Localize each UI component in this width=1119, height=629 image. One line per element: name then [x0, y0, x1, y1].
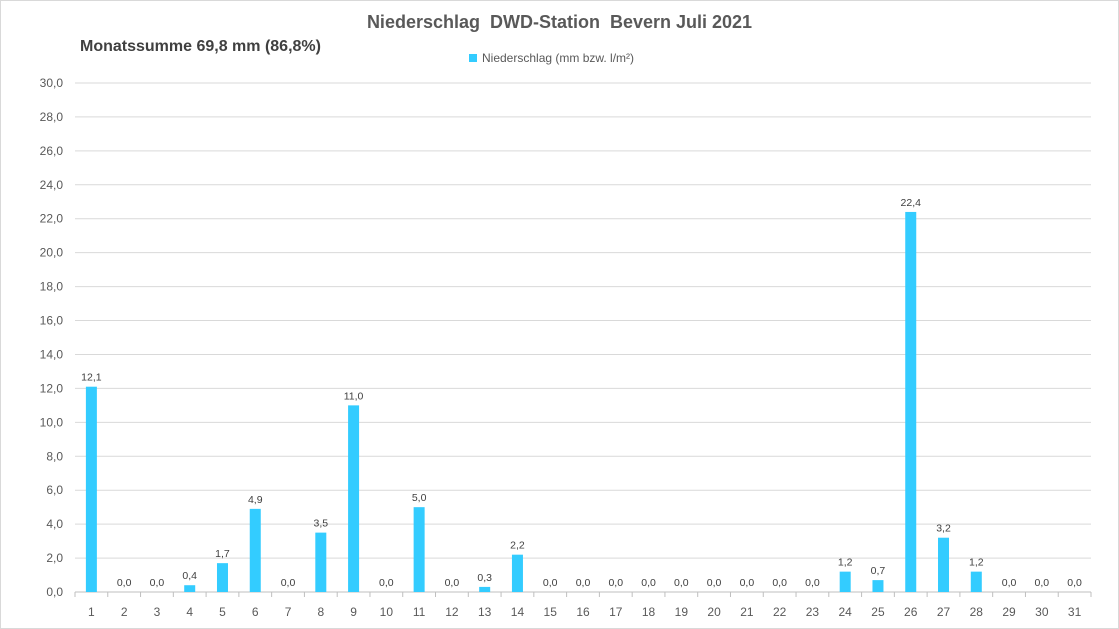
- data-label: 0,0: [805, 577, 820, 589]
- bar: [511, 554, 523, 592]
- data-label: 0,0: [543, 577, 558, 589]
- x-tick-label: 29: [1002, 605, 1016, 619]
- data-label: 11,0: [344, 390, 364, 402]
- x-tick-label: 11: [413, 605, 426, 619]
- bar: [905, 211, 917, 593]
- x-tick-label: 18: [642, 605, 656, 619]
- bar: [315, 532, 327, 592]
- bar: [85, 386, 97, 592]
- data-label: 0,0: [1002, 577, 1017, 589]
- x-tick-label: 22: [773, 605, 787, 619]
- bar: [216, 563, 228, 592]
- x-tick-label: 1: [88, 605, 95, 619]
- x-tick-label: 7: [285, 605, 292, 619]
- data-label: 4,9: [248, 494, 263, 506]
- bar: [479, 586, 491, 592]
- y-tick-label: 18,0: [40, 280, 64, 294]
- y-tick-label: 26,0: [40, 144, 64, 158]
- y-tick-label: 6,0: [46, 483, 63, 497]
- data-label: 22,4: [901, 197, 922, 209]
- chart-title: Niederschlag DWD-Station Bevern Juli 202…: [366, 12, 753, 32]
- x-tick-label: 20: [707, 605, 721, 619]
- data-label: 0,0: [707, 577, 722, 589]
- y-tick-label: 14,0: [40, 347, 64, 361]
- y-tick-label: 28,0: [40, 110, 64, 124]
- data-label: 1,2: [969, 557, 984, 569]
- bar: [249, 508, 261, 592]
- data-label: 0,4: [182, 570, 197, 582]
- x-tick-label: 16: [576, 605, 590, 619]
- x-tick-label: 10: [380, 605, 394, 619]
- y-tick-label: 24,0: [40, 178, 64, 192]
- x-tick-label: 23: [806, 605, 820, 619]
- legend-label: Niederschlag (mm bzw. l/m²): [482, 51, 635, 65]
- x-tick-label: 28: [970, 605, 984, 619]
- x-tick-label: 27: [937, 605, 951, 619]
- x-tick-label: 9: [350, 605, 357, 619]
- legend-swatch: [469, 54, 477, 62]
- y-tick-label: 30,0: [40, 76, 64, 90]
- x-tick-label: 2: [121, 605, 128, 619]
- data-label: 1,7: [215, 548, 230, 560]
- data-label: 0,3: [477, 572, 492, 584]
- bar: [938, 537, 950, 592]
- data-label: 0,0: [641, 577, 656, 589]
- data-label: 0,0: [150, 577, 165, 589]
- monthly-sum-label: Monatssumme 69,8 mm (86,8%): [80, 38, 321, 55]
- bar: [872, 580, 884, 592]
- data-label: 1,2: [838, 557, 853, 569]
- data-label: 3,2: [936, 523, 951, 535]
- data-label: 0,0: [379, 577, 394, 589]
- data-label: 2,2: [510, 540, 525, 552]
- x-tick-label: 24: [839, 605, 853, 619]
- x-tick-label: 30: [1035, 605, 1049, 619]
- data-label: 0,0: [674, 577, 689, 589]
- data-label: 0,0: [1067, 577, 1082, 589]
- bar: [970, 571, 982, 592]
- data-label: 0,0: [740, 577, 755, 589]
- x-tick-label: 25: [871, 605, 885, 619]
- x-tick-label: 31: [1068, 605, 1082, 619]
- x-tick-label: 17: [609, 605, 623, 619]
- x-tick-label: 8: [317, 605, 324, 619]
- x-tick-label: 26: [904, 605, 918, 619]
- y-tick-label: 2,0: [46, 551, 63, 565]
- data-label: 0,0: [117, 577, 132, 589]
- y-tick-label: 16,0: [40, 314, 64, 328]
- y-tick-label: 10,0: [40, 415, 64, 429]
- data-label: 0,7: [871, 565, 886, 577]
- bar: [839, 571, 851, 592]
- x-tick-label: 6: [252, 605, 259, 619]
- bar: [184, 585, 196, 592]
- data-label: 12,1: [81, 372, 102, 384]
- y-tick-label: 12,0: [40, 381, 64, 395]
- y-tick-label: 22,0: [40, 212, 64, 226]
- y-tick-label: 4,0: [46, 517, 63, 531]
- data-label: 5,0: [412, 492, 427, 504]
- y-tick-label: 8,0: [46, 449, 63, 463]
- x-tick-label: 5: [219, 605, 226, 619]
- data-label: 0,0: [608, 577, 623, 589]
- bar: [348, 405, 360, 592]
- data-label: 0,0: [772, 577, 787, 589]
- x-tick-label: 21: [740, 605, 754, 619]
- x-tick-label: 12: [445, 605, 459, 619]
- y-tick-label: 0,0: [46, 585, 63, 599]
- data-label: 0,0: [576, 577, 591, 589]
- legend: Niederschlag (mm bzw. l/m²): [469, 51, 634, 65]
- x-tick-label: 3: [154, 605, 161, 619]
- data-label: 0,0: [445, 577, 460, 589]
- x-tick-label: 19: [675, 605, 689, 619]
- x-tick-label: 15: [544, 605, 558, 619]
- x-tick-label: 13: [478, 605, 492, 619]
- data-label: 3,5: [314, 518, 329, 530]
- data-label: 0,0: [281, 577, 296, 589]
- x-tick-label: 4: [186, 605, 193, 619]
- data-label: 0,0: [1035, 577, 1050, 589]
- y-tick-label: 20,0: [40, 246, 64, 260]
- x-tick-label: 14: [511, 605, 525, 619]
- bar: [413, 507, 425, 592]
